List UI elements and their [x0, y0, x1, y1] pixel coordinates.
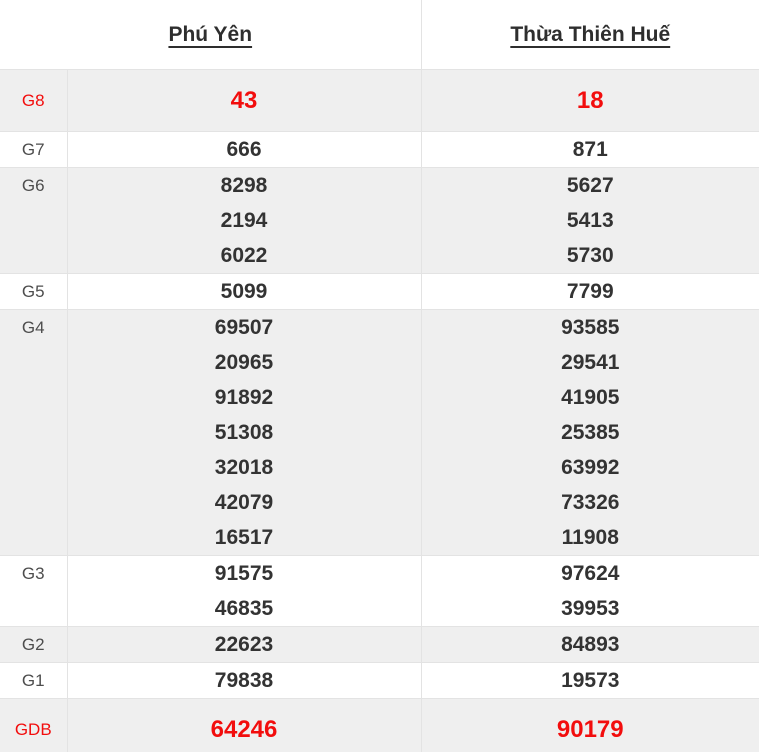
- prize-number: 11908: [561, 526, 619, 549]
- prize-row-g6: G6 8298 2194 6022 5627 5413 5730: [0, 167, 759, 274]
- prize-number: 7799: [566, 280, 614, 303]
- table-header: Phú Yên Thừa Thiên Huế: [0, 0, 759, 70]
- prize-number: 42079: [214, 491, 274, 514]
- prize-number: 51308: [214, 421, 274, 444]
- thua-thien-hue-values-cell: 97624 39953: [420, 555, 759, 627]
- prize-number: 5099: [220, 280, 268, 303]
- thua-thien-hue-values-cell: 19573: [420, 662, 759, 699]
- prize-number: 20965: [214, 351, 274, 374]
- prize-number: 22623: [214, 633, 274, 656]
- province-link-phu-yen[interactable]: Phú Yên: [168, 22, 253, 46]
- prize-number: 5627: [566, 174, 614, 197]
- prize-label: G4: [0, 309, 67, 556]
- column-header-phu-yen: Phú Yên: [0, 0, 422, 70]
- prize-number: 8298: [220, 174, 268, 197]
- thua-thien-hue-values-cell: 84893: [420, 626, 759, 663]
- prize-number: 32018: [214, 456, 274, 479]
- phu-yen-values-cell: 22623: [66, 626, 422, 663]
- prize-number: 39953: [561, 597, 620, 620]
- province-link-thua-thien-hue[interactable]: Thừa Thiên Huế: [510, 22, 671, 46]
- prize-row-g7: G7 666 871: [0, 131, 759, 168]
- prize-number: 5730: [566, 244, 614, 267]
- prize-number: 871: [572, 138, 608, 161]
- prize-number: 19573: [561, 669, 620, 692]
- prize-number: 46835: [214, 597, 274, 620]
- prize-number: 91575: [214, 562, 274, 585]
- prize-number: 41905: [561, 386, 620, 409]
- thua-thien-hue-values-cell: 7799: [420, 273, 759, 310]
- prize-row-g5: G5 5099 7799: [0, 273, 759, 310]
- phu-yen-values-cell: 5099: [66, 273, 422, 310]
- prize-label: G1: [0, 662, 67, 699]
- prize-label: G7: [0, 131, 67, 168]
- prize-number: 79838: [214, 669, 274, 692]
- prize-label: G6: [0, 167, 67, 274]
- header-row: Phú Yên Thừa Thiên Huế: [0, 0, 759, 70]
- results-body: G8 43 18 G7 666 871 G6 8298 2194 6022 5627…: [0, 69, 759, 752]
- phu-yen-values-cell: 666: [66, 131, 422, 168]
- phu-yen-values-cell: 64246: [66, 698, 422, 752]
- prize-label: G3: [0, 555, 67, 627]
- thua-thien-hue-values-cell: 93585 29541 41905 25385 63992 73326 11908: [420, 309, 759, 556]
- prize-row-g1: G1 79838 19573: [0, 662, 759, 699]
- prize-row-g2: G2 22623 84893: [0, 626, 759, 663]
- phu-yen-values-cell: 8298 2194 6022: [66, 167, 422, 274]
- prize-number: 29541: [561, 351, 620, 374]
- prize-number: 666: [226, 138, 262, 161]
- prize-number: 97624: [561, 562, 620, 585]
- prize-number: 5413: [566, 209, 614, 232]
- prize-row-gdb: GDB 64246 90179: [0, 698, 759, 752]
- prize-number: 63992: [561, 456, 620, 479]
- thua-thien-hue-values-cell: 90179: [420, 698, 759, 752]
- prize-label: GDB: [0, 698, 67, 752]
- prize-row-g3: G3 91575 46835 97624 39953: [0, 555, 759, 627]
- prize-row-g8: G8 43 18: [0, 69, 759, 132]
- prize-number: 16517: [214, 526, 274, 549]
- prize-label: G8: [0, 69, 67, 132]
- thua-thien-hue-values-cell: 871: [420, 131, 759, 168]
- prize-number: 43: [230, 87, 258, 114]
- prize-number: 91892: [214, 386, 274, 409]
- phu-yen-values-cell: 79838: [66, 662, 422, 699]
- prize-number: 25385: [561, 421, 620, 444]
- prize-number: 2194: [220, 209, 268, 232]
- prize-number: 90179: [556, 716, 624, 743]
- thua-thien-hue-values-cell: 5627 5413 5730: [420, 167, 759, 274]
- prize-label: G5: [0, 273, 67, 310]
- phu-yen-values-cell: 91575 46835: [66, 555, 422, 627]
- prize-number: 84893: [561, 633, 620, 656]
- prize-label: G2: [0, 626, 67, 663]
- prize-number: 93585: [561, 316, 620, 339]
- phu-yen-values-cell: 69507 20965 91892 51308 32018 42079 16517: [66, 309, 422, 556]
- thua-thien-hue-values-cell: 18: [420, 69, 759, 132]
- prize-number: 73326: [561, 491, 620, 514]
- prize-number: 18: [576, 87, 604, 114]
- prize-number: 69507: [214, 316, 274, 339]
- column-header-thua-thien-hue: Thừa Thiên Huế: [420, 0, 759, 70]
- prize-row-g4: G4 69507 20965 91892 51308 32018 42079 16517 9…: [0, 309, 759, 556]
- prize-number: 6022: [220, 244, 268, 267]
- prize-number: 64246: [210, 716, 278, 743]
- phu-yen-values-cell: 43: [66, 69, 422, 132]
